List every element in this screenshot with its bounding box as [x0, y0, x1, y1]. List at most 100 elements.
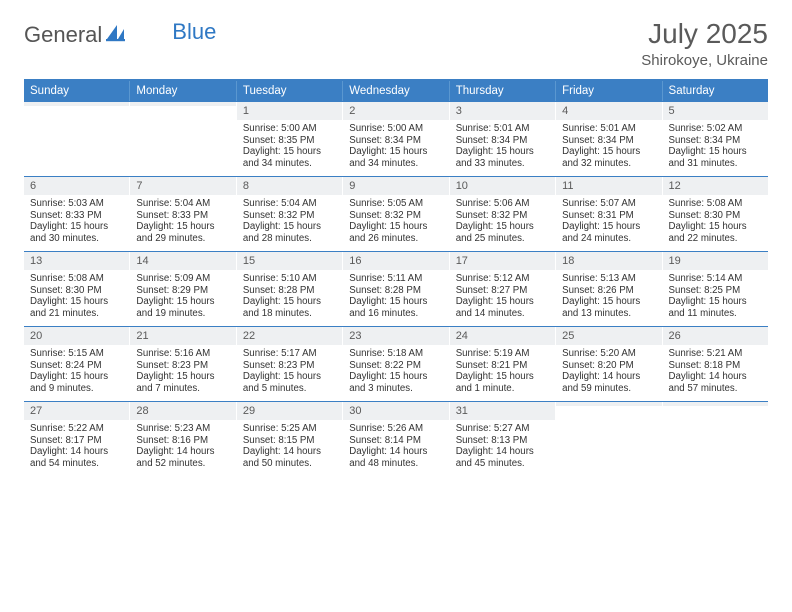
sunrise-text: Sunrise: 5:04 AM — [136, 198, 229, 210]
day-cell: 23Sunrise: 5:18 AMSunset: 8:22 PMDayligh… — [342, 327, 448, 401]
sunset-text: Sunset: 8:22 PM — [349, 360, 442, 372]
day-cell: 7Sunrise: 5:04 AMSunset: 8:33 PMDaylight… — [129, 177, 235, 251]
day-cell: 10Sunrise: 5:06 AMSunset: 8:32 PMDayligh… — [449, 177, 555, 251]
sunrise-text: Sunrise: 5:04 AM — [243, 198, 336, 210]
day-body: Sunrise: 5:08 AMSunset: 8:30 PMDaylight:… — [663, 195, 768, 251]
day-body: Sunrise: 5:27 AMSunset: 8:13 PMDaylight:… — [450, 420, 555, 476]
sunset-text: Sunset: 8:30 PM — [30, 285, 123, 297]
month-title: July 2025 — [641, 18, 768, 50]
sunset-text: Sunset: 8:34 PM — [562, 135, 655, 147]
sunset-text: Sunset: 8:29 PM — [136, 285, 229, 297]
sunset-text: Sunset: 8:34 PM — [669, 135, 762, 147]
daylight-text: Daylight: 15 hours and 21 minutes. — [30, 296, 123, 319]
day-number: 28 — [130, 402, 235, 420]
sunrise-text: Sunrise: 5:01 AM — [456, 123, 549, 135]
day-number: 30 — [343, 402, 448, 420]
day-number: 17 — [450, 252, 555, 270]
day-number: 24 — [450, 327, 555, 345]
daylight-text: Daylight: 15 hours and 14 minutes. — [456, 296, 549, 319]
daylight-text: Daylight: 14 hours and 54 minutes. — [30, 446, 123, 469]
sunrise-text: Sunrise: 5:09 AM — [136, 273, 229, 285]
sunset-text: Sunset: 8:20 PM — [562, 360, 655, 372]
day-body: Sunrise: 5:09 AMSunset: 8:29 PMDaylight:… — [130, 270, 235, 326]
daylight-text: Daylight: 15 hours and 31 minutes. — [669, 146, 762, 169]
day-cell: 9Sunrise: 5:05 AMSunset: 8:32 PMDaylight… — [342, 177, 448, 251]
day-cell: 22Sunrise: 5:17 AMSunset: 8:23 PMDayligh… — [236, 327, 342, 401]
day-body: Sunrise: 5:02 AMSunset: 8:34 PMDaylight:… — [663, 120, 768, 176]
daylight-text: Daylight: 15 hours and 24 minutes. — [562, 221, 655, 244]
day-cell: 21Sunrise: 5:16 AMSunset: 8:23 PMDayligh… — [129, 327, 235, 401]
brand-logo: General Blue — [24, 18, 216, 48]
daylight-text: Daylight: 15 hours and 1 minute. — [456, 371, 549, 394]
day-number: 22 — [237, 327, 342, 345]
sunset-text: Sunset: 8:25 PM — [669, 285, 762, 297]
sunrise-text: Sunrise: 5:27 AM — [456, 423, 549, 435]
day-cell: 4Sunrise: 5:01 AMSunset: 8:34 PMDaylight… — [555, 102, 661, 176]
day-number — [24, 102, 129, 106]
dow-sunday: Sunday — [24, 81, 129, 101]
sunrise-text: Sunrise: 5:25 AM — [243, 423, 336, 435]
day-number: 5 — [663, 102, 768, 120]
day-number: 18 — [556, 252, 661, 270]
day-cell: 6Sunrise: 5:03 AMSunset: 8:33 PMDaylight… — [24, 177, 129, 251]
day-cell: 26Sunrise: 5:21 AMSunset: 8:18 PMDayligh… — [662, 327, 768, 401]
sunrise-text: Sunrise: 5:22 AM — [30, 423, 123, 435]
day-number — [556, 402, 661, 406]
day-body: Sunrise: 5:25 AMSunset: 8:15 PMDaylight:… — [237, 420, 342, 476]
day-number: 11 — [556, 177, 661, 195]
sunrise-text: Sunrise: 5:01 AM — [562, 123, 655, 135]
sunset-text: Sunset: 8:32 PM — [349, 210, 442, 222]
day-number: 25 — [556, 327, 661, 345]
sunset-text: Sunset: 8:13 PM — [456, 435, 549, 447]
daylight-text: Daylight: 15 hours and 7 minutes. — [136, 371, 229, 394]
calendar-week: 27Sunrise: 5:22 AMSunset: 8:17 PMDayligh… — [24, 401, 768, 476]
daylight-text: Daylight: 14 hours and 48 minutes. — [349, 446, 442, 469]
sunset-text: Sunset: 8:32 PM — [243, 210, 336, 222]
dow-tuesday: Tuesday — [236, 81, 342, 101]
daylight-text: Daylight: 15 hours and 9 minutes. — [30, 371, 123, 394]
day-cell: 28Sunrise: 5:23 AMSunset: 8:16 PMDayligh… — [129, 402, 235, 476]
sunrise-text: Sunrise: 5:17 AM — [243, 348, 336, 360]
daylight-text: Daylight: 15 hours and 18 minutes. — [243, 296, 336, 319]
day-body: Sunrise: 5:01 AMSunset: 8:34 PMDaylight:… — [556, 120, 661, 176]
day-number — [663, 402, 768, 406]
sunset-text: Sunset: 8:18 PM — [669, 360, 762, 372]
dow-friday: Friday — [555, 81, 661, 101]
day-cell: 2Sunrise: 5:00 AMSunset: 8:34 PMDaylight… — [342, 102, 448, 176]
location-label: Shirokoye, Ukraine — [641, 52, 768, 69]
day-body: Sunrise: 5:03 AMSunset: 8:33 PMDaylight:… — [24, 195, 129, 251]
day-body: Sunrise: 5:13 AMSunset: 8:26 PMDaylight:… — [556, 270, 661, 326]
day-body: Sunrise: 5:26 AMSunset: 8:14 PMDaylight:… — [343, 420, 448, 476]
day-cell — [24, 102, 129, 176]
day-cell: 12Sunrise: 5:08 AMSunset: 8:30 PMDayligh… — [662, 177, 768, 251]
day-number: 2 — [343, 102, 448, 120]
day-body: Sunrise: 5:16 AMSunset: 8:23 PMDaylight:… — [130, 345, 235, 401]
day-number: 7 — [130, 177, 235, 195]
day-cell: 1Sunrise: 5:00 AMSunset: 8:35 PMDaylight… — [236, 102, 342, 176]
daylight-text: Daylight: 15 hours and 11 minutes. — [669, 296, 762, 319]
day-body: Sunrise: 5:00 AMSunset: 8:35 PMDaylight:… — [237, 120, 342, 176]
day-cell: 20Sunrise: 5:15 AMSunset: 8:24 PMDayligh… — [24, 327, 129, 401]
sunrise-text: Sunrise: 5:00 AM — [349, 123, 442, 135]
day-body: Sunrise: 5:06 AMSunset: 8:32 PMDaylight:… — [450, 195, 555, 251]
day-cell: 25Sunrise: 5:20 AMSunset: 8:20 PMDayligh… — [555, 327, 661, 401]
day-number: 27 — [24, 402, 129, 420]
daylight-text: Daylight: 15 hours and 32 minutes. — [562, 146, 655, 169]
day-cell: 29Sunrise: 5:25 AMSunset: 8:15 PMDayligh… — [236, 402, 342, 476]
sunset-text: Sunset: 8:35 PM — [243, 135, 336, 147]
day-cell: 18Sunrise: 5:13 AMSunset: 8:26 PMDayligh… — [555, 252, 661, 326]
day-body: Sunrise: 5:01 AMSunset: 8:34 PMDaylight:… — [450, 120, 555, 176]
sunrise-text: Sunrise: 5:02 AM — [669, 123, 762, 135]
sunrise-text: Sunrise: 5:21 AM — [669, 348, 762, 360]
sunset-text: Sunset: 8:23 PM — [243, 360, 336, 372]
day-body: Sunrise: 5:04 AMSunset: 8:33 PMDaylight:… — [130, 195, 235, 251]
sunset-text: Sunset: 8:23 PM — [136, 360, 229, 372]
day-body: Sunrise: 5:21 AMSunset: 8:18 PMDaylight:… — [663, 345, 768, 401]
day-cell: 19Sunrise: 5:14 AMSunset: 8:25 PMDayligh… — [662, 252, 768, 326]
sunset-text: Sunset: 8:33 PM — [136, 210, 229, 222]
sunrise-text: Sunrise: 5:15 AM — [30, 348, 123, 360]
day-cell: 11Sunrise: 5:07 AMSunset: 8:31 PMDayligh… — [555, 177, 661, 251]
day-number: 21 — [130, 327, 235, 345]
day-number: 1 — [237, 102, 342, 120]
day-cell: 17Sunrise: 5:12 AMSunset: 8:27 PMDayligh… — [449, 252, 555, 326]
